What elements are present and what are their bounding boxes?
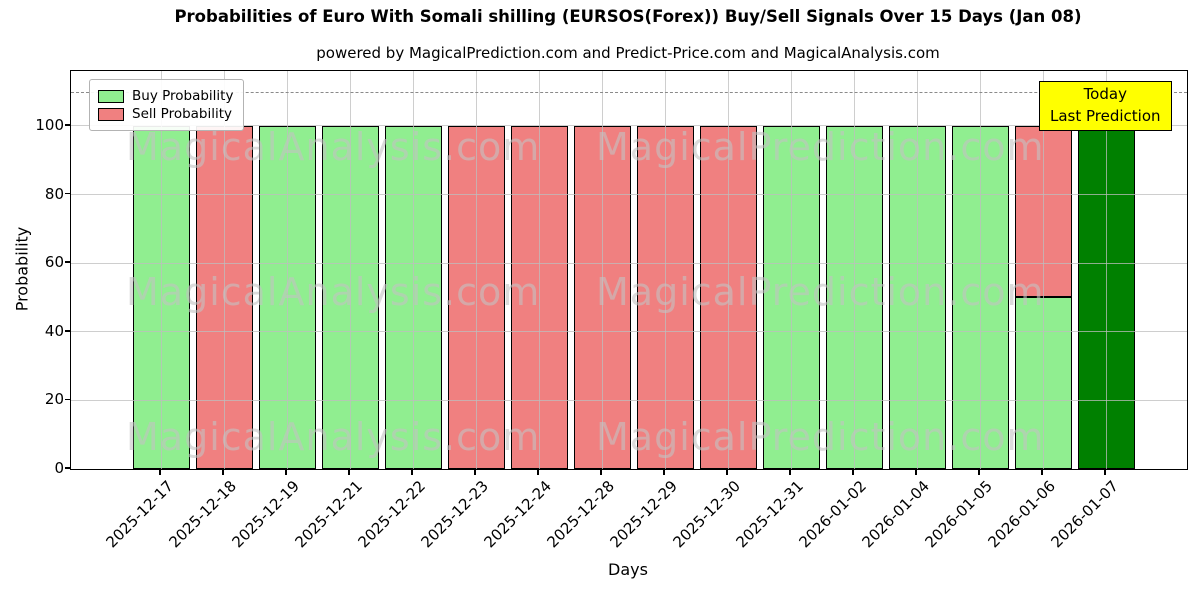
bar-2025-12-19 bbox=[258, 71, 316, 469]
bar-segment bbox=[1014, 297, 1072, 469]
x-tick-mark bbox=[978, 469, 980, 475]
y-tick-label: 60 bbox=[44, 253, 64, 272]
bar-2026-01-06 bbox=[1014, 71, 1072, 469]
today-annotation-box: Today Last Prediction bbox=[1039, 81, 1172, 131]
x-tick-mark bbox=[915, 469, 917, 475]
bar-2025-12-24 bbox=[510, 71, 568, 469]
legend-item-sell: Sell Probability bbox=[98, 106, 233, 122]
x-tick-label: 2025-12-19 bbox=[228, 477, 303, 552]
y-tick-label: 0 bbox=[54, 459, 64, 477]
bar-2025-12-30 bbox=[699, 71, 757, 469]
bar-segment bbox=[951, 125, 1009, 469]
buy-swatch-icon bbox=[98, 89, 124, 103]
bar-segment bbox=[825, 125, 883, 469]
x-tick-mark bbox=[852, 469, 854, 475]
x-tick-label: 2026-01-05 bbox=[921, 477, 996, 552]
x-tick-mark bbox=[1104, 469, 1106, 475]
y-tick-label: 100 bbox=[35, 115, 64, 134]
y-tick-label: 20 bbox=[44, 390, 64, 409]
bar-segment bbox=[573, 125, 631, 469]
bar-2025-12-29 bbox=[636, 71, 694, 469]
bar-2026-01-07 bbox=[1077, 71, 1135, 469]
bar-segment bbox=[258, 125, 316, 469]
x-tick-label: 2026-01-06 bbox=[984, 477, 1059, 552]
x-tick-label: 2025-12-22 bbox=[354, 477, 429, 552]
bar-segment bbox=[699, 125, 757, 469]
y-tick-label: 40 bbox=[44, 321, 64, 340]
bar-2026-01-02 bbox=[825, 71, 883, 469]
bar-2026-01-05 bbox=[951, 71, 1009, 469]
x-tick-mark bbox=[789, 469, 791, 475]
x-tick-label: 2025-12-31 bbox=[732, 477, 807, 552]
x-tick-mark bbox=[1041, 469, 1043, 475]
bar-2025-12-31 bbox=[762, 71, 820, 469]
x-tick-label: 2025-12-21 bbox=[291, 477, 366, 552]
x-tick-label: 2025-12-28 bbox=[543, 477, 618, 552]
x-tick-label: 2026-01-07 bbox=[1047, 477, 1122, 552]
y-tick-mark bbox=[65, 398, 70, 401]
x-tick-mark bbox=[726, 469, 728, 475]
bar-segment bbox=[447, 125, 505, 469]
y-tick-mark bbox=[65, 261, 70, 263]
bar-segment bbox=[195, 125, 253, 469]
bar-2025-12-21 bbox=[321, 71, 379, 469]
x-tick-mark bbox=[537, 469, 539, 475]
bar-segment bbox=[636, 125, 694, 469]
bar-segment bbox=[1077, 125, 1135, 469]
bar-segment bbox=[321, 125, 379, 469]
y-axis-label: Probability bbox=[12, 226, 32, 312]
x-tick-mark bbox=[159, 469, 161, 475]
today-annotation-line2: Last Prediction bbox=[1050, 106, 1161, 125]
bar-segment bbox=[1014, 125, 1072, 298]
y-tick-label: 80 bbox=[44, 184, 64, 203]
legend-label-buy: Buy Probability bbox=[132, 88, 234, 104]
bar-segment bbox=[510, 125, 568, 469]
legend-item-buy: Buy Probability bbox=[98, 88, 233, 104]
y-tick-mark bbox=[65, 124, 70, 126]
x-tick-label: 2025-12-30 bbox=[669, 477, 744, 552]
y-tick-mark bbox=[65, 192, 70, 195]
x-tick-mark bbox=[222, 469, 224, 475]
x-tick-label: 2025-12-29 bbox=[606, 477, 681, 552]
x-tick-mark bbox=[411, 469, 413, 475]
legend: Buy Probability Sell Probability bbox=[89, 79, 245, 131]
today-annotation-line1: Today bbox=[1083, 85, 1127, 103]
x-tick-mark bbox=[285, 469, 287, 475]
x-tick-label: 2026-01-04 bbox=[858, 477, 933, 552]
bar-segment bbox=[384, 125, 442, 469]
sell-swatch-icon bbox=[98, 107, 124, 121]
plot-area: MagicalAnalysis.com MagicalPrediction.com… bbox=[70, 70, 1188, 470]
x-tick-mark bbox=[474, 469, 476, 475]
x-axis-label: Days bbox=[608, 560, 648, 579]
bar-2026-01-04 bbox=[888, 71, 946, 469]
bar-2025-12-28 bbox=[573, 71, 631, 469]
x-tick-mark bbox=[663, 469, 665, 475]
bar-2025-12-23 bbox=[447, 71, 505, 469]
x-tick-label: 2025-12-23 bbox=[417, 477, 492, 552]
threshold-dashed-line bbox=[71, 91, 1187, 93]
legend-label-sell: Sell Probability bbox=[132, 106, 233, 122]
bar-2025-12-22 bbox=[384, 71, 442, 469]
x-tick-label: 2025-12-18 bbox=[165, 477, 240, 552]
x-tick-label: 2026-01-02 bbox=[795, 477, 870, 552]
x-tick-mark bbox=[600, 469, 602, 475]
bar-segment bbox=[762, 125, 820, 469]
x-tick-mark bbox=[348, 469, 350, 475]
x-tick-label: 2025-12-17 bbox=[102, 477, 177, 552]
y-tick-mark bbox=[65, 467, 70, 469]
chart-subtitle: powered by MagicalPrediction.com and Pre… bbox=[316, 44, 940, 62]
chart-title: Probabilities of Euro With Somali shilli… bbox=[174, 7, 1082, 26]
y-tick-mark bbox=[65, 330, 70, 332]
x-tick-label: 2025-12-24 bbox=[480, 477, 555, 552]
bar-segment bbox=[888, 125, 946, 469]
bar-segment bbox=[132, 125, 190, 469]
